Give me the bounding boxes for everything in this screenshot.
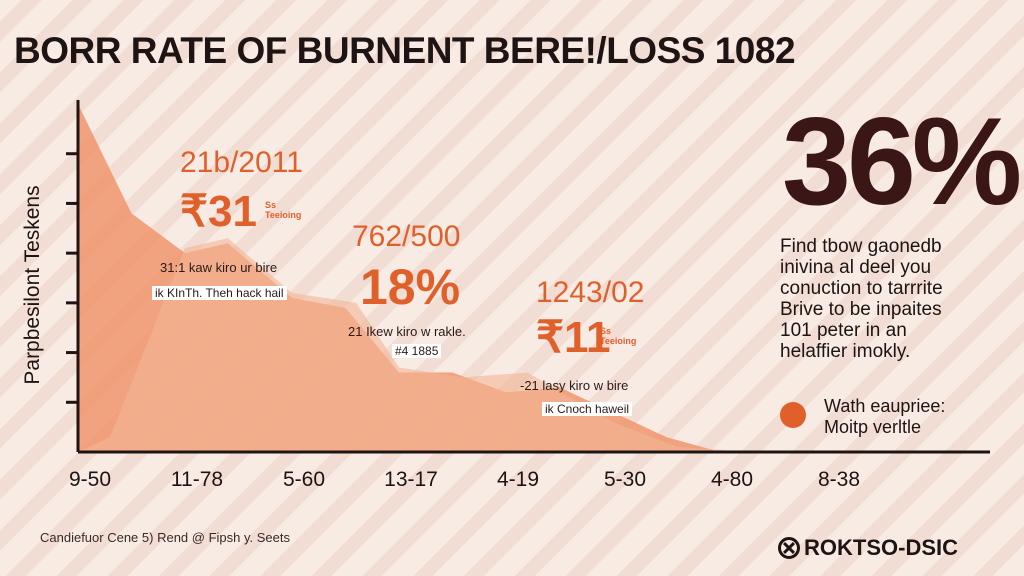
x-tick-label: 4-19 <box>496 468 540 491</box>
callout-3-note-2: ik Cnoch haweil <box>542 402 633 416</box>
callout-3-headline: 1243/02 <box>536 276 645 309</box>
callout-2-value: 18% <box>360 259 461 315</box>
x-tick-label: 8-38 <box>817 468 861 491</box>
callout-1-value: ₹31 <box>180 187 257 236</box>
legend-line: Moitp verltle <box>824 417 922 437</box>
x-tick-label: 13-17 <box>384 468 438 491</box>
circle-x-icon <box>778 537 800 559</box>
brand-logo: ROKTSO-DSIC <box>778 535 958 561</box>
x-tick-label: 11-78 <box>170 468 224 491</box>
callout-3-note-1: -21 lasy kiro w bire <box>520 378 629 393</box>
callout-1-small-1: Ss <box>265 200 277 210</box>
description-line: conuction to tarrrite <box>780 278 943 299</box>
big-percent: 36% <box>782 93 1022 231</box>
x-tick-label: 9-50 <box>68 468 112 491</box>
x-tick-label: 4-80 <box>710 468 754 491</box>
legend-text: Wath eaupriee: Moitp verltle <box>824 396 945 438</box>
chart-title: BORR RATE OF BURNENT BERE!/LOSS 1082 <box>14 30 796 71</box>
description-line: inivina al deel you <box>780 257 932 278</box>
callout-1-headline: 21b/2011 <box>180 146 303 179</box>
source-note: Candiefuor Cene 5) Rend @ Fipsh y. Seets <box>40 530 290 545</box>
description-line: Brive to be inpaites <box>780 299 942 320</box>
callout-2-note-1: 21 Ikew kiro w rakle. <box>348 324 466 339</box>
brand-name: ROKTSO-DSIC <box>804 535 958 560</box>
description-line: Find tbow gaonedb <box>780 236 942 257</box>
legend-line: Wath eaupriee: <box>824 396 946 416</box>
callout-1-note-1: 31:1 kaw kiro ur bire <box>160 260 278 275</box>
description-line: helaffier imokly. <box>780 341 911 362</box>
callout-1-small-2: Teeioing <box>265 210 302 220</box>
y-axis-label: Parpbesilont Teskens <box>21 185 44 385</box>
description-line: 101 peter in an <box>780 320 907 341</box>
callout-2-note-2: #4 1885 <box>392 344 442 358</box>
callout-3-small-1: Ss <box>600 326 612 336</box>
callout-3-small-2: Teeioing <box>600 336 637 346</box>
x-tick-label: 5-30 <box>603 468 647 491</box>
callout-1-note-2: ik KInTh. Theh hack hail <box>152 286 287 300</box>
legend-dot <box>780 402 806 428</box>
callout-2-headline: 762/500 <box>352 220 461 253</box>
x-tick-label: 5-60 <box>282 468 326 491</box>
description: Find tbow gaonedb inivina al deel you co… <box>780 236 1020 362</box>
callout-3-value: ₹11 <box>536 313 611 362</box>
